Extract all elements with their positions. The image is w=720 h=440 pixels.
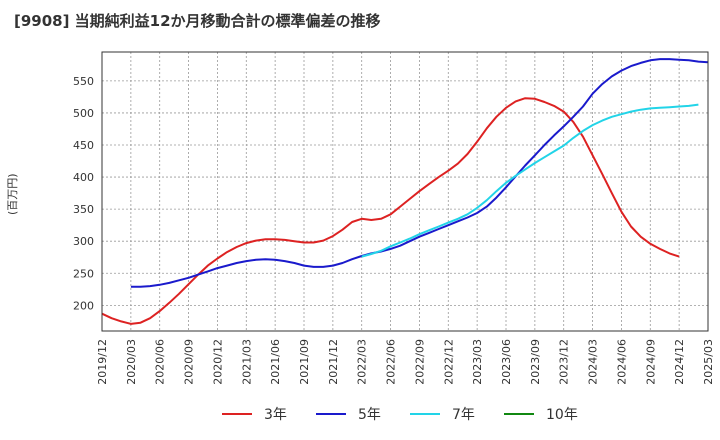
x-tick-label: 2023/06 bbox=[500, 339, 513, 385]
x-tick-label: 2022/09 bbox=[413, 339, 426, 385]
y-tick-label: 300 bbox=[73, 235, 94, 248]
x-tick-label: 2020/06 bbox=[154, 339, 167, 385]
legend: 3年 5年 7年 10年 bbox=[222, 407, 578, 423]
x-tick-label: 2020/12 bbox=[211, 339, 224, 385]
legend-label: 7年 bbox=[452, 407, 475, 423]
plot-frame bbox=[101, 51, 709, 332]
series-line-5年 bbox=[130, 58, 709, 288]
legend-label: 3年 bbox=[264, 407, 287, 423]
y-tick-label: 250 bbox=[73, 267, 94, 280]
x-tick-label: 2022/06 bbox=[385, 339, 398, 385]
y-tick-label: 450 bbox=[73, 139, 94, 152]
x-tick-label: 2021/06 bbox=[269, 339, 282, 385]
legend-label: 10年 bbox=[546, 407, 578, 423]
x-tick-label: 2023/12 bbox=[558, 339, 571, 385]
x-tick-label: 2023/09 bbox=[529, 339, 542, 385]
x-tick-label: 2021/09 bbox=[298, 339, 311, 385]
y-tick-label: 400 bbox=[73, 171, 94, 184]
grid-layer bbox=[101, 52, 709, 331]
series-layer bbox=[101, 58, 709, 325]
x-tick-label: 2021/12 bbox=[327, 339, 340, 385]
x-tick-label: 2021/03 bbox=[240, 339, 253, 385]
x-tick-label: 2023/03 bbox=[471, 339, 484, 385]
x-tick-label: 2020/09 bbox=[183, 339, 196, 385]
y-tick-label: 350 bbox=[73, 203, 94, 216]
x-tick-label: 2020/03 bbox=[125, 339, 138, 385]
legend-label: 5年 bbox=[358, 407, 381, 423]
x-tick-label: 2019/12 bbox=[96, 339, 109, 385]
x-tick-label: 2024/09 bbox=[644, 339, 657, 385]
x-tick-label: 2022/12 bbox=[442, 339, 455, 385]
y-tick-label: 500 bbox=[73, 107, 94, 120]
y-tick-label: 200 bbox=[73, 299, 94, 312]
tick-layer: 200 250 300 350 400 450 500 550 2019/12 2020/03 20… bbox=[73, 75, 715, 385]
x-tick-label: 2024/03 bbox=[587, 339, 600, 385]
x-tick-label: 2025/03 bbox=[702, 339, 715, 385]
plot-area bbox=[102, 52, 708, 331]
x-tick-label: 2024/06 bbox=[615, 339, 628, 385]
x-tick-label: 2022/03 bbox=[356, 339, 369, 385]
y-tick-label: 550 bbox=[73, 75, 94, 88]
series-line-7年 bbox=[361, 103, 699, 258]
x-tick-label: 2024/12 bbox=[673, 339, 686, 385]
chart-title: [9908] 当期純利益12か月移動合計の標準偏差の推移 bbox=[14, 12, 381, 30]
